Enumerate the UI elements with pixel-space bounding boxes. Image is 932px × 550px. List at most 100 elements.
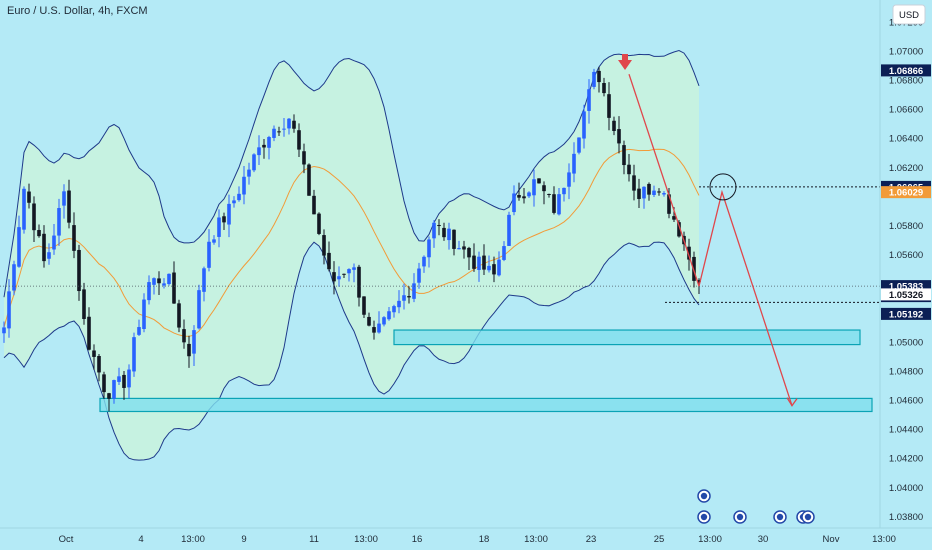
candle-body [277,131,281,133]
candles [2,67,701,412]
candle-body [687,246,691,260]
candle-body [292,120,296,129]
candle-body [387,311,391,320]
candle [112,379,116,404]
projection-path [698,189,793,406]
price-tick: 1.06400 [889,134,923,145]
candle-body [257,147,261,156]
candle [192,325,196,367]
candle-body [202,268,206,292]
candle [307,163,311,196]
candle-body [272,128,276,138]
candle [322,229,326,265]
candle [177,299,181,333]
price-tick: 1.04000 [889,483,923,494]
candle-body [107,393,111,399]
candle [427,236,431,268]
candle-body [512,193,516,213]
candle-body [567,172,571,187]
candle-body [637,188,641,199]
candle-body [252,154,256,171]
candle [237,186,241,202]
candle-body [152,278,156,285]
candle-body [652,190,656,195]
candle [197,284,201,330]
candle [482,244,486,276]
price-tick: 1.05600 [889,250,923,261]
price-tick: 1.04200 [889,454,923,465]
price-tag-bg [881,307,931,320]
price-tick: 1.07000 [889,46,923,57]
candle [637,178,641,208]
candle [142,293,146,333]
candle-body [27,191,31,203]
candle-body [217,217,221,237]
candle [402,283,406,310]
time-tick: 16 [412,534,423,545]
candle [502,241,506,262]
candle-body [392,306,396,313]
candle-body [697,280,701,283]
time-tick: Oct [59,534,74,545]
candle [92,344,96,370]
candle [182,319,186,349]
candle [227,194,231,238]
candle [27,183,31,209]
candle-body [572,153,576,174]
candle-body [97,356,101,373]
support-zone[interactable] [99,397,873,413]
candle [677,220,681,238]
economic-event-icon[interactable] [773,510,787,524]
price-tick: 1.04800 [889,366,923,377]
candle [367,312,371,327]
candle [77,244,81,301]
price-tick: 1.04400 [889,425,923,436]
economic-event-icon[interactable] [697,510,711,524]
candle [207,229,211,272]
candle-body [122,374,126,388]
economic-event-icon[interactable] [697,489,711,503]
band-fill [4,50,699,461]
candle-body [367,316,371,326]
candle [557,187,561,216]
candle [567,163,571,200]
price-tag-label: 1.06866 [889,66,923,77]
candle-body [602,83,606,94]
candle-body [242,176,246,195]
candle [462,240,466,259]
candle [472,243,476,272]
economic-event-icon[interactable] [733,510,747,524]
price-tick: 1.03800 [889,512,923,523]
candle [582,104,586,149]
candle-body [417,268,421,283]
candle-body [67,190,71,223]
candle-body [537,178,541,184]
price-axis[interactable] [880,0,932,528]
candle [272,125,276,142]
candle-body [12,264,16,291]
candle [652,185,656,197]
economic-events[interactable] [697,489,815,524]
candle [37,224,41,238]
candle [352,263,356,283]
event-flag-core [700,513,708,521]
candle-body [422,256,426,267]
support-zone[interactable] [393,329,861,346]
candle [497,251,501,277]
candle-body [532,179,536,196]
candle [267,135,271,160]
candle [532,169,536,207]
candle [397,290,401,314]
candle-body [562,187,566,195]
currency-button[interactable]: USD [892,4,926,25]
candle-body [447,228,451,241]
time-tick: 30 [758,534,769,545]
candle-body [382,317,386,325]
price-tag-bg [881,288,931,301]
economic-event-icon[interactable] [801,510,815,524]
candle [487,255,491,273]
candle-body [612,120,616,131]
candle-body [427,239,431,258]
candle-body [262,144,266,148]
